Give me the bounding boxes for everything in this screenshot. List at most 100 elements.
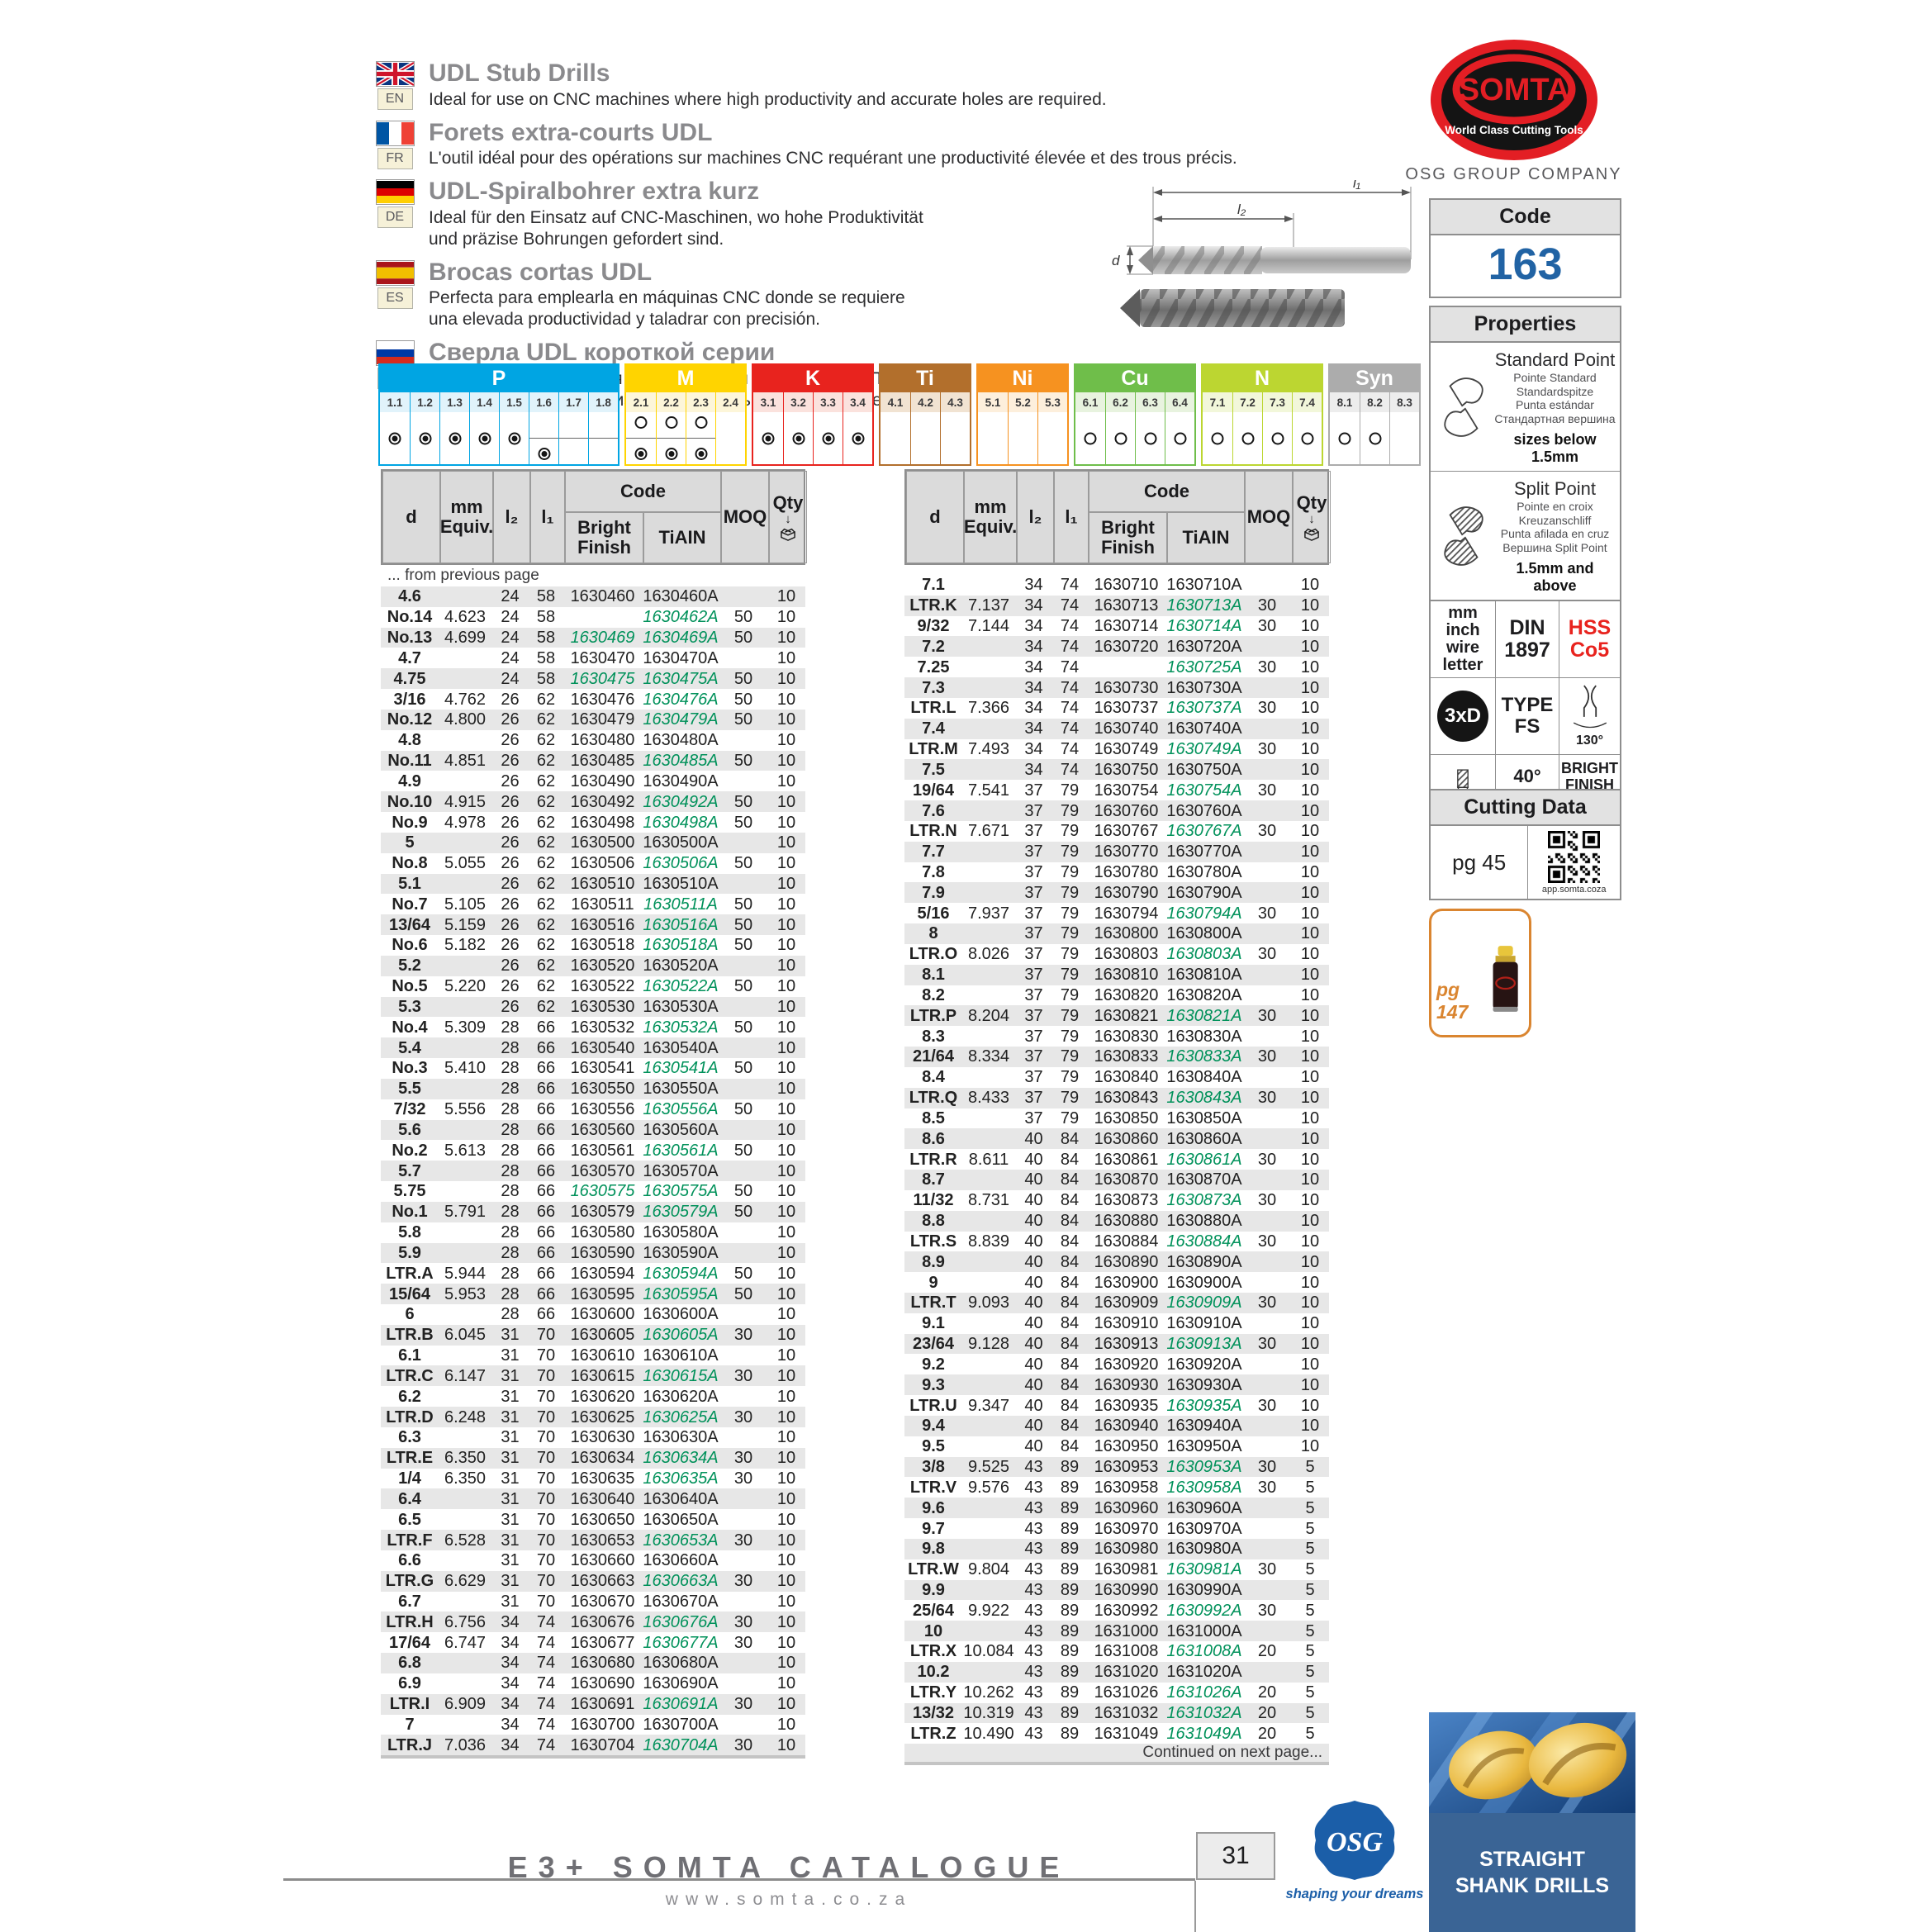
col-d: 5.7 (398, 1161, 421, 1180)
table-row: No.11 4.851 26 62 1630485 1630485A 50 10 (381, 750, 805, 771)
col-bright-finish: 1631020 (1094, 1663, 1159, 1682)
col-l1: 89 (1060, 1458, 1080, 1477)
col-l2: 37 (1024, 843, 1043, 862)
col-mm-equiv: 9.576 (967, 1478, 1010, 1497)
col-mm-equiv: 8.334 (967, 1047, 1010, 1066)
col-bright-finish: 1630940 (1094, 1417, 1159, 1436)
code-box: Code 163 (1429, 198, 1621, 298)
col-tialn: 1630550A (643, 1080, 719, 1099)
col-qty: 10 (1300, 1232, 1320, 1251)
col-moq: 50 (733, 1100, 753, 1119)
col-bright-finish: 1630541 (570, 1059, 635, 1078)
col-header-d: d (382, 471, 440, 563)
col-d: 5.5 (398, 1080, 421, 1099)
col-qty: 10 (1300, 1108, 1320, 1127)
col-l2: 37 (1024, 904, 1043, 923)
suitability-cell (439, 412, 469, 464)
col-d: 6.6 (398, 1551, 421, 1570)
flag-de-icon (375, 179, 415, 206)
col-l2: 37 (1024, 945, 1043, 964)
properties-box: Properties Standard Point Pointe Standar… (1429, 306, 1621, 833)
col-l1: 79 (1060, 966, 1080, 985)
table-row: LTR.D 6.248 31 70 1630625 1630625A 30 10 (381, 1407, 805, 1427)
col-l1: 66 (536, 1223, 556, 1242)
col-l1: 74 (536, 1654, 556, 1673)
col-l1: 74 (1060, 760, 1080, 779)
language-block-DE: DE UDL-Spiralbohrer extra kurz Ideal für d… (373, 179, 1422, 250)
col-d: 7.9 (922, 883, 945, 902)
col-tialn: 1630880A (1166, 1212, 1242, 1231)
col-tialn: 1631008A (1166, 1642, 1242, 1661)
language-chip: ES (377, 287, 413, 309)
col-qty: 10 (776, 997, 796, 1016)
col-bright-finish: 1630843 (1094, 1089, 1159, 1108)
material-group-label: Syn (1330, 365, 1419, 392)
col-qty: 10 (776, 977, 796, 996)
table-row: 6.5 31 70 1630650 1630650A 10 (381, 1509, 805, 1530)
col-qty: 5 (1305, 1621, 1315, 1640)
col-bright-finish: 1630737 (1094, 699, 1159, 718)
col-qty: 10 (776, 792, 796, 811)
col-l1: 84 (1060, 1191, 1080, 1210)
col-l1: 62 (536, 690, 556, 709)
col-l1: 62 (536, 813, 556, 832)
col-header-tialn: TiAIN (643, 512, 721, 563)
suitability-cell (686, 412, 715, 464)
table-row: No.4 5.309 28 66 1630532 1630532A 50 10 (381, 1017, 805, 1037)
col-l2: 31 (501, 1592, 520, 1611)
col-l1: 62 (536, 752, 556, 771)
point-angle-icon (1573, 685, 1607, 729)
gold-drills-image (1429, 1712, 1635, 1813)
col-tialn: 1630676A (643, 1612, 719, 1631)
table-row: 9.6 43 89 1630960 1630960A 5 (904, 1498, 1329, 1519)
col-moq: 50 (733, 1018, 753, 1037)
col-bright-finish: 1630579 (570, 1203, 635, 1222)
col-l2: 28 (501, 1223, 520, 1242)
table-row: 9.7 43 89 1630970 1630970A 5 (904, 1518, 1329, 1539)
suitability-cell (783, 412, 813, 464)
col-tialn: 1630470A (643, 648, 719, 667)
col-qty: 10 (1300, 760, 1320, 779)
col-tialn: 1630860A (1166, 1129, 1242, 1148)
col-d: LTR.F (387, 1531, 433, 1550)
col-d: LTR.O (909, 945, 958, 964)
col-qty: 10 (1300, 1170, 1320, 1189)
col-tialn: 1630605A (643, 1326, 719, 1345)
col-bright-finish: 1630650 (570, 1510, 635, 1529)
col-mm-equiv: 4.623 (444, 608, 487, 627)
col-bright-finish: 1630935 (1094, 1396, 1159, 1415)
col-l2: 31 (501, 1326, 520, 1345)
material-group-label: Cu (1075, 365, 1194, 392)
col-l2: 31 (501, 1428, 520, 1447)
material-subgroup: 6.3 (1135, 392, 1165, 412)
drill-photo-upper (1138, 246, 1411, 274)
col-d: 11/32 (913, 1191, 954, 1210)
col-qty: 5 (1305, 1663, 1315, 1682)
col-l1: 70 (536, 1572, 556, 1591)
col-bright-finish: 1631008 (1094, 1642, 1159, 1661)
col-tialn: 1630480A (643, 731, 719, 750)
col-tialn: 1630737A (1166, 699, 1242, 718)
col-bright-finish: 1630880 (1094, 1212, 1159, 1231)
col-qty: 10 (1300, 657, 1320, 676)
suitability-cell (1075, 412, 1105, 464)
col-header-l2: l₂ (493, 471, 530, 563)
material-subgroup: 3.2 (783, 392, 813, 412)
col-tialn: 1630884A (1166, 1232, 1242, 1251)
col-d: 8.5 (922, 1108, 945, 1127)
language-title: UDL-Spiralbohrer extra kurz (429, 178, 760, 206)
col-tialn: 1630615A (643, 1366, 719, 1385)
col-tialn: 1630635A (643, 1469, 719, 1488)
col-moq: 30 (733, 1735, 753, 1754)
suitability-cell (626, 412, 656, 464)
material-group-Cu: Cu 6.1 6.2 6.3 6.4 (1074, 363, 1196, 466)
col-qty: 10 (776, 915, 796, 934)
col-l1: 79 (1060, 1027, 1080, 1046)
col-tialn: 1630506A (643, 854, 719, 873)
spray-can-image (1493, 946, 1518, 1012)
material-subgroup: 1.3 (439, 392, 469, 412)
col-l1: 79 (1060, 1006, 1080, 1025)
col-bright-finish: 1630570 (570, 1161, 635, 1180)
col-tialn: 1630680A (643, 1654, 719, 1673)
col-bright-finish: 1630470 (570, 648, 635, 667)
